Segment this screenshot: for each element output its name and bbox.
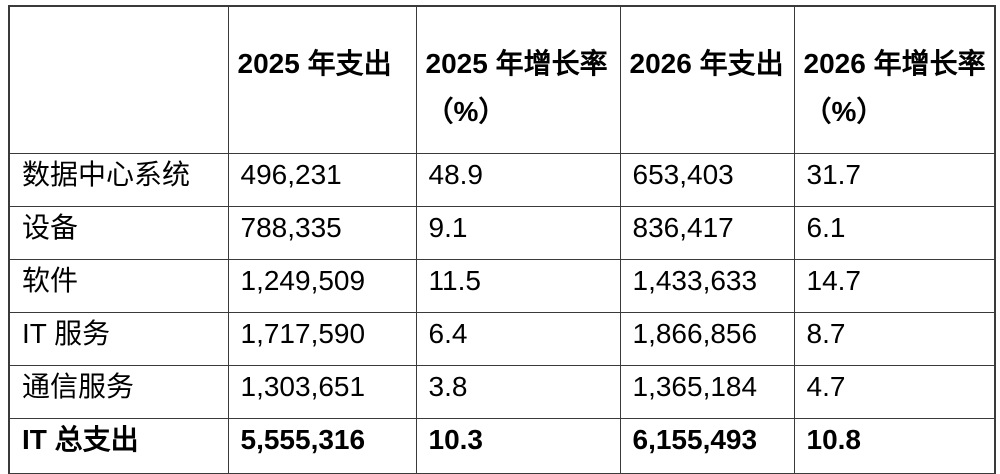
- value-cell-2025-spending: 1,717,590: [227, 311, 417, 366]
- header-cell-2026-spending: 2026 年支出: [619, 5, 795, 154]
- header-label: 2025 年增长率: [425, 48, 608, 79]
- value-cell-2026-spending: 1,365,184: [619, 364, 795, 419]
- value-cell-2025-growth: 10.3: [415, 417, 621, 474]
- category-cell: 数据中心系统: [8, 152, 229, 207]
- category-cell: 软件: [8, 258, 229, 313]
- value-cell-2025-growth: 48.9: [415, 152, 621, 207]
- header-cell-2025-spending: 2025 年支出: [227, 5, 417, 154]
- category-cell: 通信服务: [8, 364, 229, 419]
- category-cell: IT 总支出: [8, 417, 229, 474]
- header-cell-2026-growth: 2026 年增长率 （%）: [793, 5, 996, 154]
- header-label-line2: （%）: [803, 96, 885, 127]
- it-spending-forecast-table: 2025 年支出 2025 年增长率 （%） 2026 年支出 2026 年增长…: [8, 5, 996, 474]
- table-row-communications-services: 通信服务 1,303,651 3.8 1,365,184 4.7: [8, 364, 996, 419]
- table-row-data-center-systems: 数据中心系统 496,231 48.9 653,403 31.7: [8, 152, 996, 207]
- category-cell: 设备: [8, 205, 229, 260]
- value-cell-2026-spending: 6,155,493: [619, 417, 795, 474]
- table-row-software: 软件 1,249,509 11.5 1,433,633 14.7: [8, 258, 996, 313]
- value-cell-2026-growth: 4.7: [793, 364, 996, 419]
- table-row-it-services: IT 服务 1,717,590 6.4 1,866,856 8.7: [8, 311, 996, 366]
- value-cell-2026-growth: 14.7: [793, 258, 996, 313]
- header-cell-category: [8, 5, 229, 154]
- header-label-line2: （%）: [425, 96, 507, 127]
- value-cell-2026-spending: 653,403: [619, 152, 795, 207]
- value-cell-2025-growth: 9.1: [415, 205, 621, 260]
- header-label: 2025 年支出: [237, 48, 392, 79]
- value-cell-2026-growth: 31.7: [793, 152, 996, 207]
- header-cell-2025-growth: 2025 年增长率 （%）: [415, 5, 621, 154]
- value-cell-2025-spending: 1,303,651: [227, 364, 417, 419]
- value-cell-2026-spending: 836,417: [619, 205, 795, 260]
- value-cell-2025-spending: 788,335: [227, 205, 417, 260]
- value-cell-2026-growth: 10.8: [793, 417, 996, 474]
- value-cell-2025-growth: 3.8: [415, 364, 621, 419]
- header-label: 2026 年增长率: [803, 48, 986, 79]
- header-row: 2025 年支出 2025 年增长率 （%） 2026 年支出 2026 年增长…: [8, 5, 996, 154]
- value-cell-2025-spending: 496,231: [227, 152, 417, 207]
- value-cell-2026-growth: 6.1: [793, 205, 996, 260]
- value-cell-2025-spending: 5,555,316: [227, 417, 417, 474]
- value-cell-2026-spending: 1,433,633: [619, 258, 795, 313]
- value-cell-2026-spending: 1,866,856: [619, 311, 795, 366]
- table-row-devices: 设备 788,335 9.1 836,417 6.1: [8, 205, 996, 260]
- category-cell: IT 服务: [8, 311, 229, 366]
- table-row-total-it-spending: IT 总支出 5,555,316 10.3 6,155,493 10.8: [8, 417, 996, 474]
- value-cell-2026-growth: 8.7: [793, 311, 996, 366]
- value-cell-2025-spending: 1,249,509: [227, 258, 417, 313]
- value-cell-2025-growth: 11.5: [415, 258, 621, 313]
- header-label: 2026 年支出: [629, 48, 784, 79]
- value-cell-2025-growth: 6.4: [415, 311, 621, 366]
